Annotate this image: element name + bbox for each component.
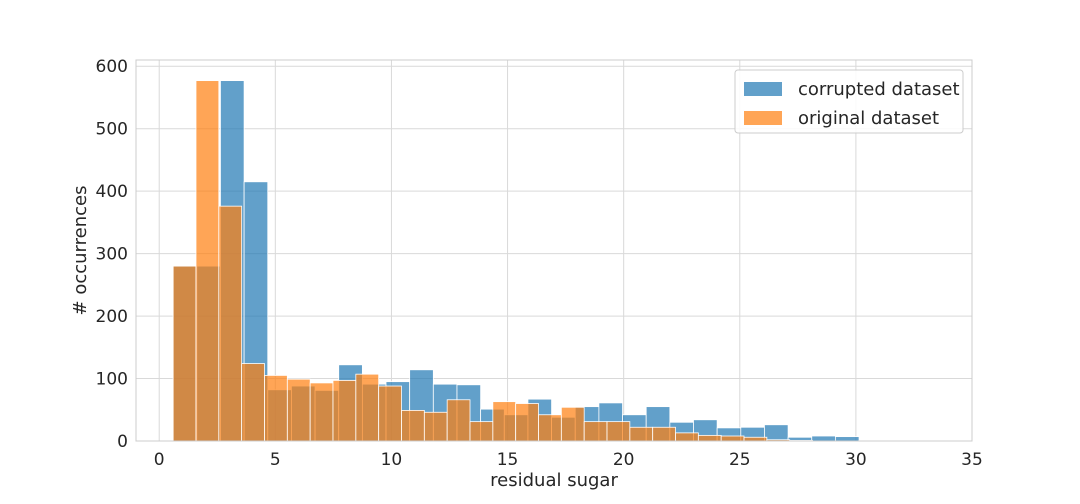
bar-original-1 bbox=[195, 80, 220, 442]
bar-original-3 bbox=[241, 363, 265, 442]
ticks-layer: 0 5 10 15 20 25 30 35 0 100 200 300 400 500 600 bbox=[96, 57, 983, 470]
bar-original-21 bbox=[652, 426, 676, 442]
bar-original-13 bbox=[469, 421, 494, 442]
bar-original-9 bbox=[378, 385, 402, 442]
x-tick-label: 10 bbox=[381, 450, 403, 470]
x-tick-label: 35 bbox=[961, 450, 983, 470]
x-tick-label: 15 bbox=[497, 450, 519, 470]
plot-frame bbox=[135, 59, 973, 442]
y-tick-label: 100 bbox=[96, 370, 128, 390]
y-tick-label: 300 bbox=[96, 245, 128, 265]
y-axis-label: # occurrences bbox=[70, 186, 91, 316]
bar-original-4 bbox=[264, 375, 288, 442]
legend-label-original: original dataset bbox=[798, 108, 939, 129]
x-axis-label: residual sugar bbox=[490, 470, 618, 491]
x-tick-label: 25 bbox=[729, 450, 751, 470]
x-tick-label: 20 bbox=[613, 450, 635, 470]
bar-original-14 bbox=[492, 401, 517, 442]
bar-original-23 bbox=[697, 434, 722, 442]
bar-original-22 bbox=[675, 432, 699, 442]
x-tick-label: 30 bbox=[845, 450, 867, 470]
bar-corrupted-25 bbox=[764, 424, 789, 442]
bar-original-5 bbox=[286, 378, 311, 442]
bar-original-2 bbox=[218, 205, 243, 442]
y-tick-label: 500 bbox=[96, 120, 128, 140]
bar-corrupted-28 bbox=[835, 436, 860, 442]
legend-swatch-corrupted bbox=[744, 82, 782, 96]
legend-swatch-original bbox=[744, 111, 782, 125]
bar-original-6 bbox=[309, 382, 334, 442]
bar-original-11 bbox=[423, 411, 448, 442]
bar-corrupted-27 bbox=[811, 435, 836, 442]
legend: corrupted dataset original dataset bbox=[734, 69, 964, 134]
legend-label-corrupted: corrupted dataset bbox=[798, 79, 960, 100]
bar-original-12 bbox=[446, 399, 471, 442]
bar-original-16 bbox=[538, 414, 562, 442]
bar-original-18 bbox=[583, 421, 608, 442]
bar-original-24 bbox=[720, 435, 745, 442]
bar-original-7 bbox=[332, 380, 357, 442]
bars-layer bbox=[172, 80, 955, 442]
bar-original-0 bbox=[172, 265, 197, 442]
bar-original-10 bbox=[401, 409, 425, 442]
y-tick-label: 200 bbox=[96, 307, 128, 327]
bar-original-19 bbox=[606, 421, 631, 442]
y-tick-label: 400 bbox=[96, 182, 128, 202]
bar-original-20 bbox=[629, 426, 654, 442]
y-tick-label: 0 bbox=[117, 432, 128, 452]
bar-original-25 bbox=[743, 436, 768, 442]
bar-original-17 bbox=[560, 406, 585, 442]
legend-box bbox=[734, 69, 964, 134]
x-tick-label: 5 bbox=[270, 450, 281, 470]
x-tick-label: 0 bbox=[154, 450, 165, 470]
bar-original-15 bbox=[515, 403, 539, 442]
y-tick-label: 600 bbox=[96, 57, 128, 77]
bar-original-8 bbox=[355, 373, 380, 442]
